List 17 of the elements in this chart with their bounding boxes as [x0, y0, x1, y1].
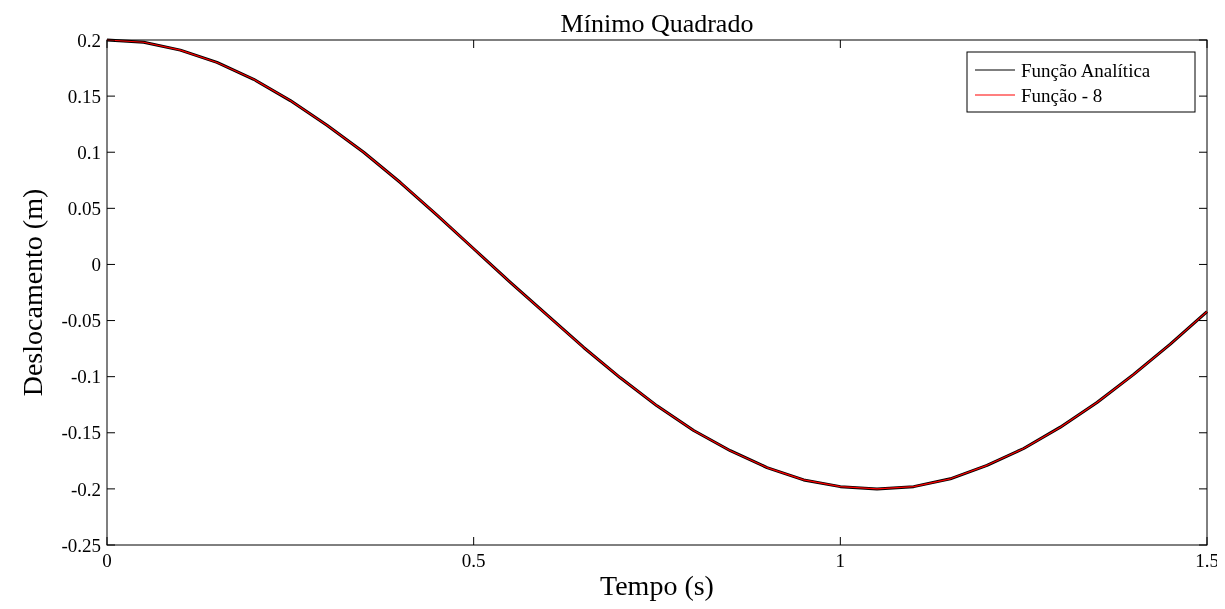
legend-label: Função Analítica	[1021, 59, 1151, 81]
x-axis-title: Tempo (s)	[600, 570, 714, 601]
y-tick-label: -0.15	[61, 422, 101, 444]
x-tick-label: 0.5	[461, 550, 486, 571]
y-tick-label: -0.1	[70, 366, 101, 388]
legend-label: Função - 8	[1021, 84, 1103, 106]
y-tick-label: 0.15	[67, 85, 101, 107]
y-tick-label: 0.2	[77, 29, 101, 51]
x-tick-label: 1	[835, 550, 846, 571]
chart-title: Mínimo Quadrado	[560, 9, 754, 38]
y-tick-label: -0.05	[61, 310, 101, 332]
y-axis-title: Deslocamento (m)	[17, 188, 48, 397]
y-tick-label: 0	[91, 254, 101, 276]
y-tick-label: 0.05	[67, 197, 101, 219]
y-tick-label: -0.2	[70, 478, 101, 500]
y-tick-label: 0.1	[77, 141, 101, 163]
y-tick-label: -0.25	[61, 534, 101, 556]
